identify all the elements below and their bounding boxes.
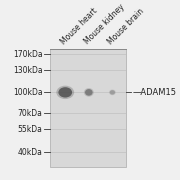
Text: Mouse brain: Mouse brain bbox=[106, 6, 146, 46]
Ellipse shape bbox=[58, 87, 72, 98]
Text: 70kDa: 70kDa bbox=[18, 109, 42, 118]
Text: Mouse heart: Mouse heart bbox=[59, 6, 99, 46]
Text: Mouse kidney: Mouse kidney bbox=[82, 2, 126, 46]
Text: 130kDa: 130kDa bbox=[13, 66, 42, 75]
Text: 170kDa: 170kDa bbox=[13, 50, 42, 59]
Ellipse shape bbox=[84, 88, 94, 97]
FancyBboxPatch shape bbox=[50, 49, 126, 167]
Text: —ADAM15: —ADAM15 bbox=[133, 88, 177, 97]
Ellipse shape bbox=[109, 89, 116, 95]
Text: 55kDa: 55kDa bbox=[18, 125, 42, 134]
Ellipse shape bbox=[110, 90, 115, 95]
Text: 40kDa: 40kDa bbox=[18, 148, 42, 157]
Text: 100kDa: 100kDa bbox=[13, 88, 42, 97]
Ellipse shape bbox=[56, 86, 74, 99]
Ellipse shape bbox=[85, 89, 93, 96]
